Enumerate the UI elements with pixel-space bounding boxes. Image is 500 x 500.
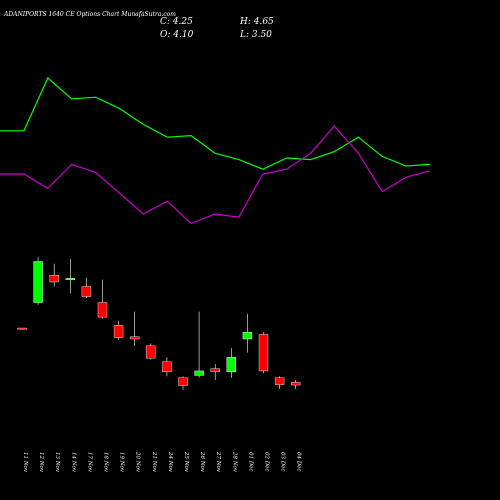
candle-10 — [162, 357, 172, 377]
x-tick-label: 17 Nov — [86, 452, 92, 473]
candle-body — [162, 361, 172, 373]
x-tick-label: 14 Nov — [70, 452, 76, 473]
candle-14 — [226, 348, 237, 378]
candle-body — [17, 327, 27, 330]
x-axis-labels: 11 Nov 12 Nov 13 Nov 14 Nov 17 Nov 18 Nov 19 N… — [22, 451, 302, 473]
candle-body — [210, 368, 220, 373]
x-tick-label: 27 Nov — [215, 451, 221, 473]
x-tick-label: 28 Nov — [231, 451, 237, 473]
candle-17 — [274, 376, 285, 390]
indicator-lines — [0, 77, 431, 225]
candle-body — [146, 345, 156, 359]
x-tick-label: 11 Nov — [22, 452, 28, 473]
candle-18 — [291, 380, 301, 390]
x-tick-label: 24 Nov — [167, 451, 173, 473]
series-line-1 — [0, 77, 431, 170]
candle-4 — [65, 259, 76, 294]
candle-3 — [49, 263, 59, 287]
candle-body — [258, 334, 269, 372]
x-tick-label: 13 Nov — [54, 452, 60, 473]
candle-body — [65, 278, 76, 280]
candle-body — [226, 357, 237, 373]
candle-11 — [178, 376, 188, 391]
x-tick-label: 12 Nov — [38, 452, 44, 473]
close-value: C: 4.25 — [160, 17, 193, 27]
x-tick-label: 02 Dec — [264, 452, 270, 472]
candles — [17, 256, 301, 391]
candle-5 — [81, 277, 92, 298]
candle-6 — [97, 279, 108, 319]
x-tick-label: 26 Nov — [199, 451, 205, 473]
candle-body — [129, 336, 140, 340]
candle-body — [274, 377, 285, 385]
x-tick-label: 03 Dec — [280, 452, 286, 472]
candle-body — [291, 382, 301, 386]
candle-body — [194, 370, 204, 376]
candle-body — [113, 325, 124, 338]
x-tick-label: 25 Nov — [183, 451, 189, 473]
x-tick-label: 19 Nov — [119, 452, 125, 473]
series-line-2 — [0, 125, 431, 225]
candle-body — [49, 274, 59, 283]
candle-13 — [210, 364, 220, 381]
candle-body — [81, 286, 92, 297]
chart-title: ADANIPORTS 1640 CE Options Chart MunafaS… — [3, 11, 176, 18]
candle-12 — [194, 311, 204, 378]
candle-body — [97, 302, 108, 318]
x-tick-label: 01 Dec — [247, 452, 253, 472]
x-tick-label: 21 Nov — [151, 451, 157, 473]
candle-2 — [33, 256, 43, 305]
candle-15 — [242, 313, 253, 353]
candle-16 — [258, 332, 269, 374]
candle-9 — [146, 343, 156, 360]
x-tick-label: 04 Dec — [296, 452, 302, 472]
candle-7 — [113, 320, 124, 340]
candle-body — [33, 261, 43, 303]
x-tick-label: 18 Nov — [103, 452, 109, 473]
candle-8 — [129, 311, 140, 346]
candle-body — [178, 377, 188, 386]
candle-1 — [17, 327, 27, 330]
candle-body — [242, 331, 253, 340]
high-value: H: 4.65 — [239, 17, 274, 27]
open-value: O: 4.10 — [160, 30, 194, 40]
low-value: L: 3.50 — [239, 30, 272, 40]
x-tick-label: 20 Nov — [135, 451, 141, 473]
